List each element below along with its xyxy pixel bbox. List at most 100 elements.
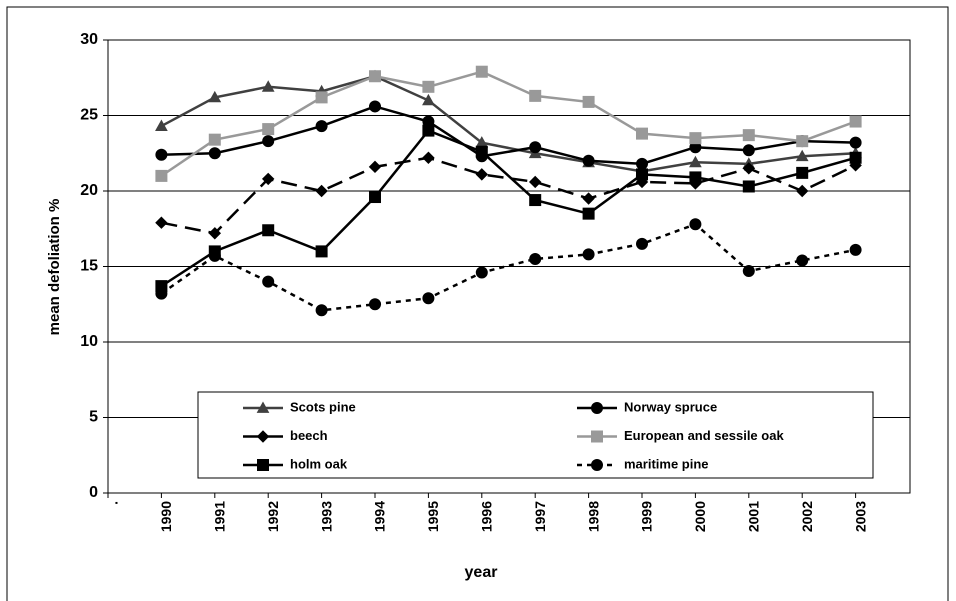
data-point: [475, 168, 489, 181]
x-tick-label: 1997: [532, 501, 548, 532]
data-point: [582, 248, 595, 261]
data-point: [155, 148, 168, 161]
data-point: [636, 127, 648, 140]
data-point: [795, 149, 809, 162]
y-tick-label: 20: [80, 182, 98, 199]
series-line: [160, 129, 856, 288]
plot-area: [107, 39, 911, 494]
data-point: [475, 65, 488, 78]
legend-label: Scots pine: [290, 399, 356, 414]
data-point: [369, 100, 381, 113]
data-point: [582, 192, 595, 205]
legend-marker: [591, 430, 603, 443]
data-point: [689, 155, 702, 168]
data-point: [208, 90, 222, 103]
data-point: [422, 151, 435, 164]
data-point: [155, 287, 168, 300]
data-point: [529, 252, 542, 265]
data-point: [742, 144, 755, 157]
data-point: [369, 70, 381, 83]
x-axis-title: year: [465, 564, 498, 581]
data-point: [208, 227, 222, 240]
y-tick-label: 10: [80, 333, 98, 350]
data-point: [368, 160, 382, 174]
data-point: [475, 266, 488, 279]
data-point: [582, 207, 595, 220]
data-point: [742, 162, 756, 175]
data-point: [796, 254, 809, 267]
x-tick-label: 1996: [479, 501, 495, 532]
x-tick-label: 1990: [158, 501, 174, 532]
legend-label: beech: [290, 428, 328, 443]
data-point: [636, 168, 648, 181]
data-point: [689, 171, 702, 184]
x-tick-label: 2000: [692, 501, 708, 532]
legend-label: maritime pine: [624, 456, 709, 471]
legend: Scots pine Norway spruce beech European and…: [197, 391, 874, 479]
series-line: [161, 105, 856, 166]
legend-marker: [591, 402, 603, 414]
data-point: [422, 80, 435, 93]
y-axis-title: mean defoliation %: [46, 199, 63, 336]
data-point: [529, 89, 542, 102]
data-point: [422, 124, 435, 137]
x-tick-label: 2001: [746, 501, 762, 532]
data-point: [262, 135, 275, 148]
data-point: [582, 154, 595, 167]
x-tick-label: 1991: [212, 501, 228, 532]
data-point: [528, 175, 542, 189]
series-line: [160, 74, 856, 173]
x-tick-label: 1993: [318, 501, 334, 532]
data-point: [742, 180, 755, 193]
data-point: [849, 151, 862, 164]
data-point: [796, 135, 809, 148]
data-point: [475, 145, 488, 158]
data-point: [422, 93, 435, 106]
data-point: [849, 243, 862, 256]
data-point: [315, 120, 328, 133]
data-point: [422, 292, 435, 305]
y-tick-label: 0: [89, 484, 98, 501]
data-point: [262, 275, 275, 288]
x-tick-label: 2002: [799, 501, 815, 532]
x-tick-label: .: [105, 501, 121, 505]
x-tick-label: 1992: [265, 501, 281, 532]
x-tick-label: 1998: [585, 501, 601, 532]
y-tick-label: 25: [80, 107, 98, 124]
x-tick-label: 1999: [639, 501, 655, 532]
data-point: [636, 237, 648, 250]
data-point: [636, 157, 648, 170]
y-tick-label: 5: [89, 409, 98, 426]
data-point: [529, 141, 542, 154]
data-point: [155, 216, 168, 229]
data-point: [742, 265, 755, 278]
y-tick-label: 30: [80, 31, 98, 48]
data-point: [208, 133, 221, 146]
data-point: [315, 91, 328, 104]
legend-marker: [591, 459, 603, 471]
legend-label: European and sessile oak: [624, 428, 784, 443]
data-point: [849, 115, 862, 128]
series-line: [160, 70, 857, 177]
data-point: [582, 95, 595, 108]
data-point: [315, 184, 328, 198]
data-point: [689, 132, 702, 145]
x-tick-label: 1995: [425, 501, 441, 532]
chart-frame: [6, 6, 949, 601]
legend-marker: [256, 430, 270, 443]
data-point: [369, 298, 381, 311]
legend-marker: [256, 401, 270, 413]
data-point: [261, 172, 275, 186]
data-point: [796, 166, 809, 179]
legend-label: holm oak: [290, 456, 348, 471]
data-point: [155, 169, 168, 182]
data-point: [689, 218, 702, 231]
x-tick-label: 1994: [372, 501, 388, 532]
data-point: [155, 119, 168, 131]
data-point: [369, 191, 381, 204]
data-point: [742, 129, 755, 142]
y-tick-label: 15: [80, 258, 98, 275]
data-point: [208, 249, 221, 262]
data-point: [795, 184, 809, 198]
